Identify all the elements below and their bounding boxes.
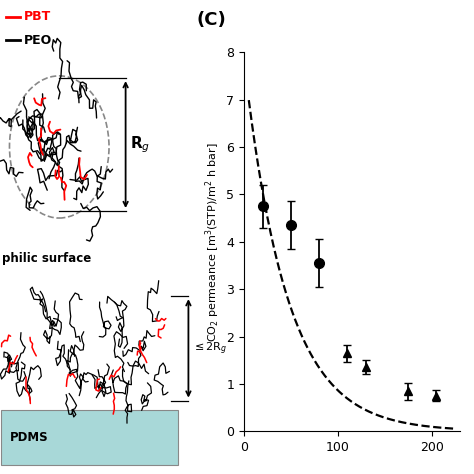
Text: (C): (C) (197, 11, 227, 29)
Text: philic surface: philic surface (2, 252, 91, 265)
Text: $\leq$2R$_g$: $\leq$2R$_g$ (192, 340, 227, 356)
Text: PDMS: PDMS (9, 431, 48, 444)
Text: PEO: PEO (24, 34, 52, 47)
FancyBboxPatch shape (1, 410, 178, 465)
Y-axis label: CO$_2$ permeance [m$^3$(STP)/m$^2$ h bar]: CO$_2$ permeance [m$^3$(STP)/m$^2$ h bar… (204, 142, 222, 342)
Text: PBT: PBT (24, 10, 51, 23)
Text: R$_g$: R$_g$ (130, 134, 151, 155)
